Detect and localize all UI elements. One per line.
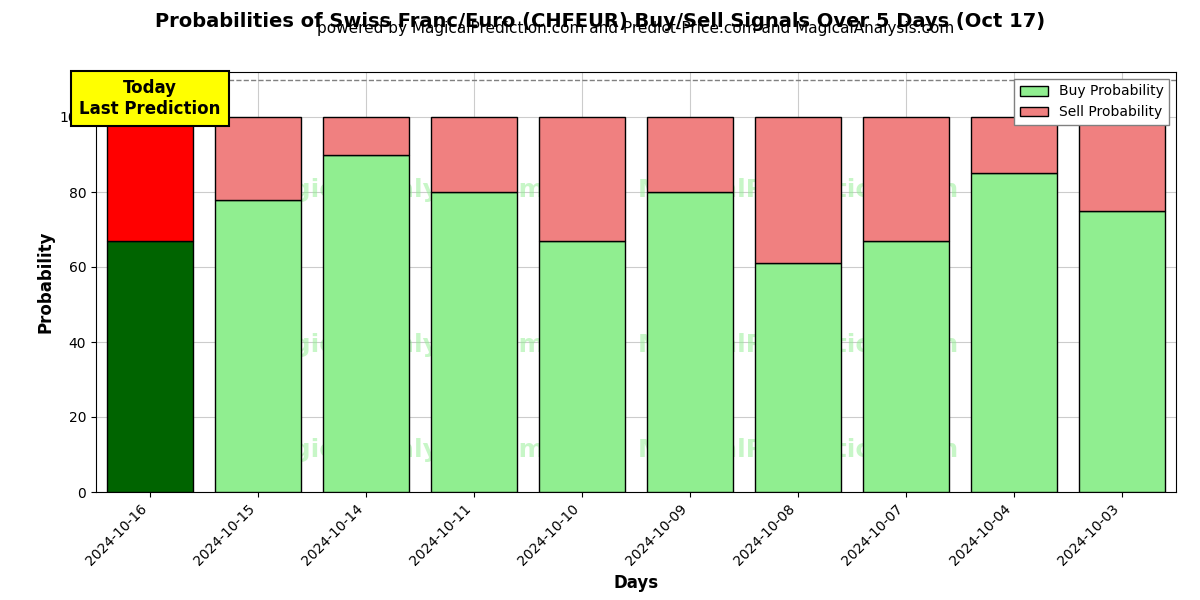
- X-axis label: Days: Days: [613, 574, 659, 592]
- Bar: [107, 241, 193, 492]
- Text: MagicalAnalysis.com: MagicalAnalysis.com: [252, 438, 545, 462]
- Bar: [323, 154, 409, 492]
- Bar: [323, 117, 409, 154]
- Text: Today
Last Prediction: Today Last Prediction: [79, 79, 221, 118]
- Bar: [755, 263, 841, 492]
- Bar: [1079, 117, 1165, 211]
- Legend: Buy Probability, Sell Probability: Buy Probability, Sell Probability: [1014, 79, 1169, 125]
- Bar: [863, 241, 949, 492]
- Bar: [971, 173, 1057, 492]
- Bar: [755, 117, 841, 263]
- Text: MagicalAnalysis.com: MagicalAnalysis.com: [252, 333, 545, 357]
- Text: MagicalPrediction.com: MagicalPrediction.com: [637, 333, 959, 357]
- Bar: [971, 117, 1057, 173]
- Bar: [647, 117, 733, 192]
- Text: Probabilities of Swiss Franc/Euro (CHFEUR) Buy/Sell Signals Over 5 Days (Oct 17): Probabilities of Swiss Franc/Euro (CHFEU…: [155, 12, 1045, 31]
- Bar: [431, 192, 517, 492]
- Title: powered by MagicalPrediction.com and Predict-Price.com and MagicalAnalysis.com: powered by MagicalPrediction.com and Pre…: [317, 21, 955, 36]
- Bar: [1079, 211, 1165, 492]
- Bar: [107, 117, 193, 241]
- Bar: [215, 117, 301, 199]
- Bar: [863, 117, 949, 241]
- Text: MagicalPrediction.com: MagicalPrediction.com: [637, 438, 959, 462]
- Bar: [431, 117, 517, 192]
- Bar: [215, 199, 301, 492]
- Text: MagicalAnalysis.com: MagicalAnalysis.com: [252, 178, 545, 202]
- Y-axis label: Probability: Probability: [36, 231, 54, 333]
- Bar: [647, 192, 733, 492]
- Bar: [539, 241, 625, 492]
- Text: MagicalPrediction.com: MagicalPrediction.com: [637, 178, 959, 202]
- Bar: [539, 117, 625, 241]
